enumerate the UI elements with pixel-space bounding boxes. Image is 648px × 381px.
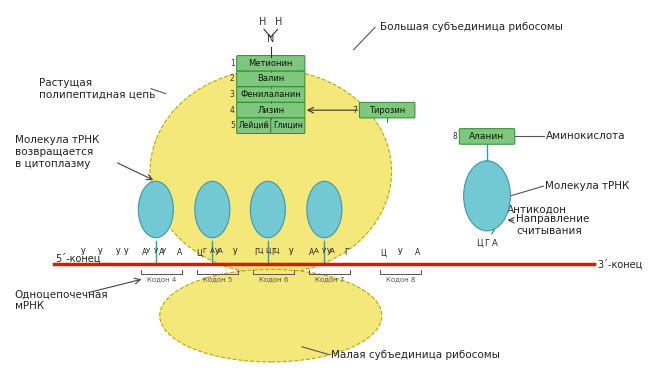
Text: Г: Г [254, 248, 259, 257]
Ellipse shape [150, 69, 391, 274]
Text: А: А [309, 248, 314, 257]
Text: У: У [215, 248, 220, 257]
Text: У: У [327, 248, 332, 257]
Text: У: У [233, 248, 237, 257]
Text: Кодон 7: Кодон 7 [314, 276, 344, 282]
Text: 7: 7 [353, 106, 358, 115]
Ellipse shape [464, 161, 511, 231]
Text: Большая субъединица рибосомы: Большая субъединица рибосомы [380, 22, 562, 32]
Text: Г: Г [345, 248, 349, 257]
Text: Направление
считывания: Направление считывания [516, 214, 590, 236]
Text: Растущая
полипептидная цепь: Растущая полипептидная цепь [39, 78, 156, 99]
Text: Ц: Ц [380, 248, 386, 257]
Text: 1: 1 [230, 59, 235, 68]
Text: У: У [322, 248, 327, 254]
Text: 4: 4 [230, 106, 235, 115]
FancyBboxPatch shape [237, 118, 271, 133]
Text: N: N [267, 34, 275, 44]
Text: Кодон 6: Кодон 6 [259, 276, 288, 282]
Text: А: А [177, 248, 182, 257]
FancyBboxPatch shape [459, 129, 515, 144]
Text: 2: 2 [230, 74, 235, 83]
Text: Малая субъединица рибосомы: Малая субъединица рибосомы [331, 350, 500, 360]
Text: Ц: Ц [476, 239, 483, 248]
Text: Г: Г [485, 239, 490, 248]
Text: У: У [98, 248, 102, 257]
Ellipse shape [307, 181, 342, 238]
Text: Ц: Ц [273, 248, 279, 254]
FancyBboxPatch shape [237, 87, 305, 102]
Text: Одноцепочечная
мРНК: Одноцепочечная мРНК [15, 289, 108, 311]
FancyBboxPatch shape [360, 102, 415, 118]
Text: У: У [161, 248, 166, 254]
Text: Г: Г [272, 248, 276, 257]
Text: 3: 3 [230, 90, 235, 99]
Text: Г: Г [202, 248, 207, 254]
Ellipse shape [250, 181, 285, 238]
Text: Антикодон: Антикодон [507, 205, 566, 215]
Text: Лейцин: Лейцин [238, 121, 269, 130]
Text: А: А [141, 248, 147, 257]
Text: Кодон 5: Кодон 5 [203, 276, 232, 282]
Text: А: А [492, 239, 498, 248]
Text: Кодон 8: Кодон 8 [386, 276, 415, 282]
Ellipse shape [138, 181, 174, 238]
Text: А: А [314, 248, 319, 254]
Text: 6: 6 [264, 121, 269, 130]
FancyBboxPatch shape [271, 118, 305, 133]
Text: А: А [159, 248, 165, 257]
Text: 8: 8 [452, 132, 457, 141]
FancyBboxPatch shape [237, 102, 305, 118]
Text: Ц: Ц [197, 248, 203, 257]
Text: А: А [330, 248, 334, 254]
Text: H: H [259, 18, 267, 27]
Text: У: У [115, 248, 120, 257]
Text: Тирозин: Тирозин [369, 106, 405, 115]
Text: Ц: Ц [257, 248, 262, 254]
Text: Кодон 4: Кодон 4 [147, 276, 176, 282]
Text: У: У [289, 248, 294, 257]
Text: У: У [398, 248, 402, 257]
Text: 3´-конец: 3´-конец [597, 259, 642, 269]
Text: Метионин: Метионин [249, 59, 293, 68]
Text: 5´-конец: 5´-конец [56, 253, 101, 263]
Text: Аланин: Аланин [469, 132, 505, 141]
Text: А: А [210, 248, 214, 254]
Text: 5: 5 [230, 121, 235, 130]
Text: Ц: Ц [265, 248, 271, 254]
Text: H: H [275, 18, 283, 27]
Text: Молекула тРНК: Молекула тРНК [546, 181, 630, 191]
Ellipse shape [195, 181, 230, 238]
Text: У: У [80, 248, 85, 257]
Text: А: А [218, 248, 222, 254]
Text: Молекула тРНК
возвращается
в цитоплазму: Молекула тРНК возвращается в цитоплазму [15, 135, 99, 169]
Text: А: А [415, 248, 421, 257]
Text: Фенилаланин: Фенилаланин [240, 90, 301, 99]
Text: У: У [124, 248, 129, 257]
Text: Глицин: Глицин [273, 121, 303, 130]
Ellipse shape [160, 269, 382, 362]
FancyBboxPatch shape [237, 71, 305, 87]
FancyBboxPatch shape [237, 56, 305, 71]
Text: У: У [154, 248, 158, 254]
Text: Лизин: Лизин [257, 106, 284, 115]
Text: У: У [146, 248, 150, 254]
Text: Аминокислота: Аминокислота [546, 131, 625, 141]
Text: Валин: Валин [257, 74, 284, 83]
